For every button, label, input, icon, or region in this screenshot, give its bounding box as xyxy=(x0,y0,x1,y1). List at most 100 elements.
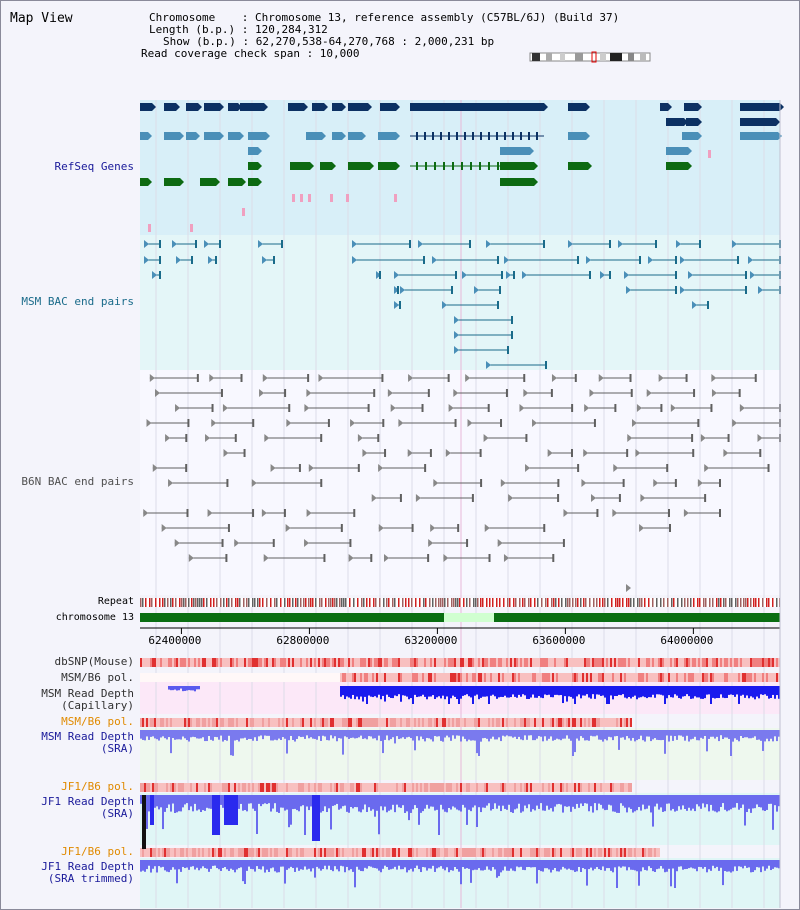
msm-b6-pol-1-heatmap xyxy=(714,673,716,682)
msm-b6-pol-1-heatmap xyxy=(750,673,752,682)
dbsnp-heatmap xyxy=(636,658,638,667)
b6n-bac-end xyxy=(692,449,695,457)
msm-b6-pol-2-heatmap xyxy=(526,718,528,727)
jf1-depth-trimmed-bar xyxy=(612,860,614,873)
msm-b6-pol-2-heatmap xyxy=(596,718,598,727)
msm-b6-pol-1-heatmap xyxy=(734,673,736,682)
jf1-b6-pol-2-heatmap xyxy=(376,848,378,857)
jf1-depth-sra-bar xyxy=(686,795,688,811)
dbsnp-heatmap xyxy=(638,658,640,667)
jf1-depth-sra-bar xyxy=(736,795,738,804)
dbsnp-heatmap xyxy=(208,658,210,667)
repeat-element xyxy=(185,598,187,607)
jf1-depth-sra-bar xyxy=(508,795,510,805)
track-label-msm-b6-pol-1: MSM/B6 pol. xyxy=(61,671,134,684)
msm-b6-pol-1-heatmap xyxy=(656,673,658,682)
jf1-b6-pol-2-heatmap xyxy=(186,848,188,857)
b6n-bac-end xyxy=(240,374,243,382)
dbsnp-heatmap xyxy=(184,658,186,667)
msm-b6-pol-1-heatmap xyxy=(530,673,532,682)
dbsnp-heatmap xyxy=(220,658,222,667)
jf1-depth-trimmed-bar xyxy=(252,860,254,870)
dbsnp-heatmap xyxy=(412,658,414,667)
dbsnp-heatmap xyxy=(496,658,498,667)
repeat-element xyxy=(423,598,425,607)
msm-depth-sra-bar xyxy=(528,730,530,736)
refseq-gene xyxy=(378,162,396,170)
repeat-element xyxy=(602,598,604,607)
msm-depth-capillary-bar xyxy=(176,686,178,691)
jf1-depth-sra-bar xyxy=(432,795,434,807)
jf1-depth-trimmed-bar xyxy=(200,860,202,869)
msm-depth-sra-bar xyxy=(164,730,166,739)
msm-depth-sra-bar xyxy=(756,730,758,740)
msm-b6-pol-2-heatmap xyxy=(402,718,404,727)
msm-b6-pol-1-heatmap xyxy=(538,673,540,682)
jf1-b6-pol-2-heatmap xyxy=(546,848,548,857)
msm-depth-capillary-bar xyxy=(472,686,474,704)
jf1-b6-pol-2-heatmap xyxy=(632,848,634,857)
jf1-depth-trimmed-bar xyxy=(230,860,232,869)
repeat-element xyxy=(667,598,669,607)
b6n-bac-end xyxy=(174,539,180,547)
msm-b6-pol-2-heatmap xyxy=(270,718,272,727)
jf1-depth-sra-bar xyxy=(350,795,352,807)
msm-depth-sra-bar xyxy=(710,730,712,737)
msm-bac-end xyxy=(454,331,459,339)
b6n-bac-end xyxy=(719,479,721,487)
msm-bac-end xyxy=(545,361,547,369)
jf1-depth-sra-bar xyxy=(514,795,516,810)
msm-bac-end xyxy=(208,256,213,264)
jf1-b6-pol-1-heatmap xyxy=(616,783,618,792)
jf1-b6-pol-2-heatmap xyxy=(396,848,398,857)
repeat-element xyxy=(191,598,193,607)
msm-depth-sra-bar xyxy=(572,730,574,756)
jf1-b6-pol-2-heatmap xyxy=(148,848,150,857)
dbsnp-heatmap xyxy=(760,658,762,667)
jf1-depth-trimmed-bar xyxy=(270,860,272,869)
msm-depth-capillary-bar xyxy=(466,686,468,695)
msm-b6-pol-1-heatmap xyxy=(686,673,688,682)
repeat-element xyxy=(429,598,431,607)
jf1-b6-pol-1-heatmap xyxy=(362,783,364,792)
jf1-depth-sra-bar xyxy=(328,795,330,809)
msm-b6-pol-2-heatmap xyxy=(240,718,242,727)
jf1-depth-sra-bar xyxy=(278,795,280,813)
repeat-element xyxy=(477,598,479,607)
msm-depth-capillary-bar xyxy=(368,686,370,696)
msm-depth-sra-bar xyxy=(492,730,494,737)
jf1-depth-trimmed-bar xyxy=(318,860,320,869)
repeat-element xyxy=(321,598,323,607)
jf1-b6-pol-2-heatmap xyxy=(618,848,620,857)
msm-depth-sra-bar xyxy=(690,730,692,740)
msm-b6-pol-2-heatmap xyxy=(334,718,336,727)
repeat-element xyxy=(699,598,701,607)
repeat-element xyxy=(179,598,181,607)
msm-b6-pol-2-heatmap xyxy=(458,718,460,727)
msm-depth-capillary-bar xyxy=(760,686,762,695)
dbsnp-heatmap xyxy=(494,658,496,667)
msm-b6-pol-2-heatmap xyxy=(394,718,396,727)
msm-depth-capillary-bar xyxy=(764,686,766,695)
msm-b6-pol-1-heatmap xyxy=(430,673,432,682)
jf1-b6-pol-2-heatmap xyxy=(644,848,646,857)
jf1-depth-trimmed-bar xyxy=(400,860,402,870)
jf1-depth-trimmed-bar xyxy=(494,860,496,870)
repeat-element xyxy=(334,598,336,607)
jf1-depth-sra-bar xyxy=(342,795,344,807)
msm-b6-pol-2-heatmap xyxy=(368,718,370,727)
jf1-depth-trimmed-bar xyxy=(384,860,386,866)
dbsnp-heatmap xyxy=(406,658,408,667)
msm-b6-pol-1-heatmap xyxy=(490,673,492,682)
msm-b6-pol-1-heatmap xyxy=(774,673,776,682)
msm-depth-sra-bar xyxy=(668,730,670,742)
dbsnp-heatmap xyxy=(344,658,346,667)
msm-b6-pol-1-heatmap xyxy=(634,673,636,682)
msm-depth-sra-bar xyxy=(400,730,402,739)
track-label-jf1-depth-sra-sub: (SRA) xyxy=(100,807,134,820)
dbsnp-heatmap xyxy=(374,658,376,667)
msm-depth-capillary-bar xyxy=(712,686,714,698)
refseq-exon xyxy=(488,162,490,170)
msm-depth-sra-bar xyxy=(146,730,148,737)
